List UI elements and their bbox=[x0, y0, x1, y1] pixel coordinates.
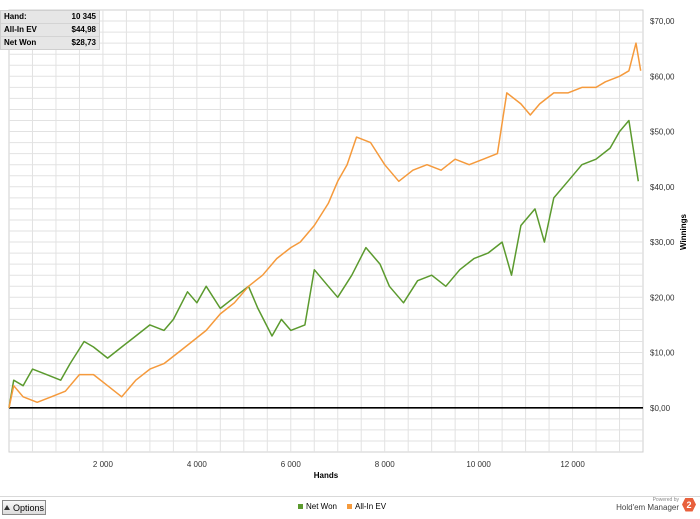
legend: Net Won All-In EV bbox=[298, 502, 386, 511]
series-layer bbox=[8, 42, 642, 408]
legend-label-all-in-ev: All-In EV bbox=[354, 502, 387, 511]
stats-row-hands: Hand: 10 345 bbox=[1, 11, 99, 23]
y-tick-label: $60,00 bbox=[650, 72, 675, 81]
x-tick-labels: 2 000 4 000 6 000 8 000 10 000 12 000 bbox=[93, 460, 585, 469]
x-tick-label: 6 000 bbox=[281, 460, 302, 469]
legend-swatch-net-won bbox=[298, 504, 303, 509]
y-tick-label: $50,00 bbox=[650, 128, 675, 137]
legend-label-net-won: Net Won bbox=[306, 502, 337, 511]
y-axis-label: Winnings bbox=[679, 213, 688, 249]
stats-box: Hand: 10 345 All-In EV $44,98 Net Won $2… bbox=[0, 10, 100, 50]
stats-label: All-In EV bbox=[4, 25, 37, 34]
y-tick-label: $70,00 bbox=[650, 17, 675, 26]
grid-lines bbox=[9, 10, 643, 452]
brand-logo-area: Powered by Hold'em Manager 2 bbox=[616, 497, 696, 512]
x-tick-label: 12 000 bbox=[560, 460, 585, 469]
x-tick-label: 4 000 bbox=[187, 460, 208, 469]
stats-row-net-won: Net Won $28,73 bbox=[1, 36, 99, 49]
x-tick-label: 10 000 bbox=[466, 460, 491, 469]
options-button[interactable]: Options bbox=[2, 500, 46, 515]
stats-value: 10 345 bbox=[71, 12, 96, 21]
stats-row-all-in-ev: All-In EV $44,98 bbox=[1, 23, 99, 36]
legend-swatch-all-in-ev bbox=[346, 504, 352, 509]
series-line-all-in-ev bbox=[8, 42, 642, 408]
y-tick-label: $30,00 bbox=[650, 238, 675, 247]
series-line-net-won bbox=[8, 119, 640, 408]
y-tick-label: $0,00 bbox=[650, 404, 671, 413]
legend-item-net-won: Net Won bbox=[298, 502, 337, 511]
y-tick-label: $20,00 bbox=[650, 293, 675, 302]
hem2-logo-icon: 2 bbox=[682, 497, 696, 512]
stats-value: $28,73 bbox=[71, 38, 96, 47]
x-tick-label: 2 000 bbox=[93, 460, 114, 469]
winnings-chart: $0,00 $10,00 $20,00 $30,00 $40,00 $50,00 $60,0… bbox=[8, 9, 688, 480]
brand-powered-text: Powered by bbox=[652, 497, 679, 503]
brand-name: Hold'em Manager bbox=[616, 503, 679, 512]
y-tick-label: $10,00 bbox=[650, 349, 675, 358]
x-tick-label: 8 000 bbox=[375, 460, 396, 469]
footer-bar: Options Net Won All-In EV Powered by Hol… bbox=[0, 496, 700, 519]
caret-up-icon bbox=[3, 505, 10, 510]
x-axis-label: Hands bbox=[314, 471, 339, 480]
stats-label: Net Won bbox=[4, 38, 37, 47]
y-tick-label: $40,00 bbox=[650, 183, 675, 192]
options-button-label: Options bbox=[12, 502, 45, 513]
legend-item-all-in-ev: All-In EV bbox=[346, 502, 387, 511]
stats-value: $44,98 bbox=[71, 25, 96, 34]
stats-label: Hand: bbox=[4, 12, 27, 21]
y-tick-labels: $0,00 $10,00 $20,00 $30,00 $40,00 $50,00 $60,0… bbox=[650, 17, 675, 413]
